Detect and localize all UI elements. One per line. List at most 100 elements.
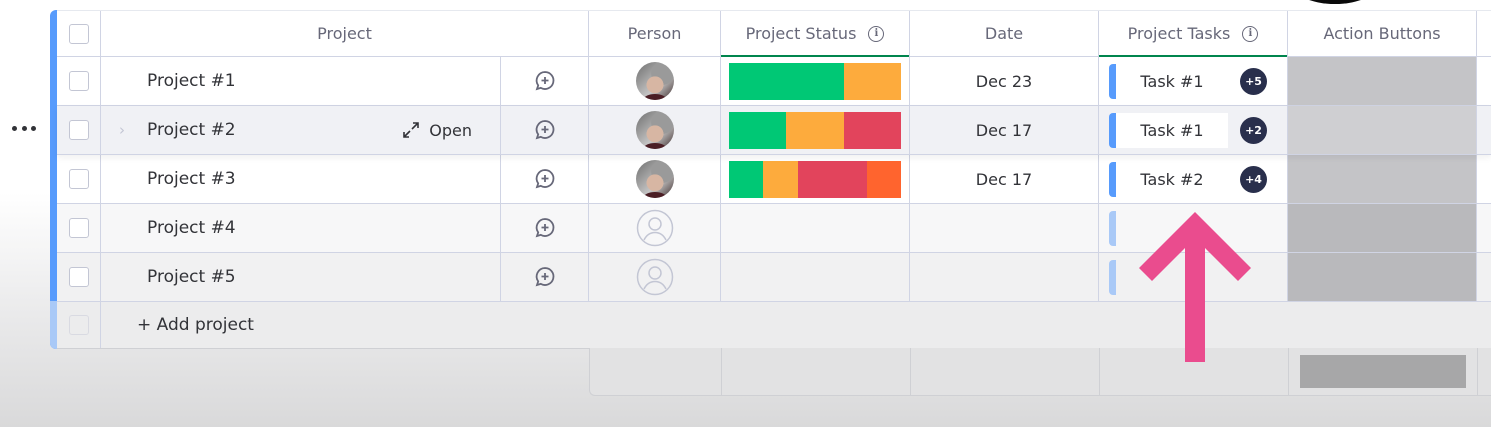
add-project-input[interactable]: + Add project <box>137 315 254 335</box>
item-name-cell[interactable]: › Project #2 Open <box>101 106 501 154</box>
group-color-bar <box>50 10 57 349</box>
action-buttons-cell[interactable] <box>1288 253 1477 301</box>
info-icon[interactable]: i <box>868 25 885 42</box>
open-item-button[interactable]: Open <box>401 120 472 140</box>
summary-person <box>590 348 722 395</box>
date-cell[interactable]: Dec 17 <box>910 106 1099 154</box>
person-cell[interactable] <box>589 204 721 252</box>
action-buttons-cell[interactable] <box>1288 155 1477 203</box>
status-cell[interactable] <box>721 253 910 301</box>
table-row[interactable]: › Project #2 Open Dec 17 Task #1 +2 <box>57 106 1491 155</box>
empty-person-icon <box>636 209 673 247</box>
column-summary-footer <box>589 348 1491 396</box>
row-checkbox[interactable] <box>68 169 89 189</box>
person-cell[interactable] <box>589 57 721 105</box>
add-update-button[interactable] <box>501 155 589 203</box>
more-tasks-badge[interactable]: +2 <box>1240 117 1267 144</box>
task-link-chip[interactable]: Task #2 <box>1116 162 1228 197</box>
status-cell[interactable] <box>721 57 910 105</box>
add-row-checkbox <box>68 315 89 335</box>
add-update-icon <box>535 71 554 91</box>
status-battery-bar <box>729 62 901 100</box>
board-group-table: Project Person Project Status i Date Pro… <box>50 10 1491 349</box>
column-header-extra <box>1477 11 1491 56</box>
status-segment <box>729 160 764 198</box>
person-avatar <box>635 160 674 198</box>
group-more-menu-icon[interactable] <box>12 118 36 138</box>
table-row[interactable]: Project #5 <box>57 253 1491 302</box>
summary-actions <box>1289 348 1478 395</box>
task-link-chip[interactable]: Task #1 <box>1116 64 1228 99</box>
status-cell[interactable] <box>721 155 910 203</box>
date-cell[interactable] <box>910 204 1099 252</box>
column-header-project[interactable]: Project <box>101 11 589 56</box>
column-header-project-status[interactable]: Project Status i <box>721 11 910 57</box>
summary-date <box>911 348 1100 395</box>
more-tasks-badge[interactable]: +4 <box>1240 166 1267 193</box>
overlay-shape <box>1290 0 1380 4</box>
person-avatar <box>635 111 674 149</box>
task-link-chip[interactable]: Task #1 <box>1116 113 1228 148</box>
row-checkbox[interactable] <box>68 71 89 91</box>
row-checkbox[interactable] <box>68 120 89 140</box>
status-segment <box>843 62 901 100</box>
status-segment <box>866 160 901 198</box>
info-icon[interactable]: i <box>1242 25 1259 42</box>
more-tasks-badge[interactable]: +5 <box>1240 68 1267 95</box>
table-row[interactable]: Project #1 Dec 23 Task #1 +5 <box>57 57 1491 106</box>
item-name-cell[interactable]: Project #5 <box>101 253 501 301</box>
column-header-date[interactable]: Date <box>910 11 1099 56</box>
expand-arrows-icon <box>403 122 420 138</box>
annotation-arrow-up-icon <box>1139 212 1251 362</box>
date-cell[interactable]: Dec 17 <box>910 155 1099 203</box>
add-update-button[interactable] <box>501 57 589 105</box>
row-checkbox[interactable] <box>68 218 89 238</box>
add-item-row[interactable]: + Add project <box>57 302 1491 349</box>
table-row[interactable]: Project #4 <box>57 204 1491 253</box>
table-header: Project Person Project Status i Date Pro… <box>57 10 1491 57</box>
summary-tasks <box>1100 348 1289 395</box>
status-segment <box>797 160 867 198</box>
expand-subitems-chevron-icon[interactable]: › <box>119 121 125 139</box>
status-segment <box>763 160 798 198</box>
select-all-checkbox[interactable] <box>68 23 89 44</box>
tasks-cell[interactable]: Task #1 +5 <box>1099 57 1288 105</box>
tasks-cell[interactable]: Task #1 +2 <box>1099 106 1288 154</box>
person-cell[interactable] <box>589 155 721 203</box>
column-header-person[interactable]: Person <box>589 11 721 56</box>
action-buttons-cell[interactable] <box>1288 204 1477 252</box>
add-update-icon <box>535 169 554 189</box>
tasks-cell[interactable] <box>1099 253 1288 301</box>
column-header-action-buttons[interactable]: Action Buttons <box>1288 11 1477 56</box>
column-header-project-tasks[interactable]: Project Tasks i <box>1099 11 1288 57</box>
add-update-button[interactable] <box>501 253 589 301</box>
add-update-icon <box>535 120 554 140</box>
status-segment <box>843 111 901 149</box>
add-update-button[interactable] <box>501 106 589 154</box>
tasks-cell[interactable]: Task #2 +4 <box>1099 155 1288 203</box>
row-checkbox[interactable] <box>68 267 89 287</box>
table-row[interactable]: Project #3 Dec 17 Task #2 +4 <box>57 155 1491 204</box>
add-update-icon <box>535 267 554 287</box>
status-cell[interactable] <box>721 106 910 154</box>
add-update-icon <box>535 218 554 238</box>
action-buttons-cell[interactable] <box>1288 57 1477 105</box>
status-segment <box>729 111 787 149</box>
header-select-all[interactable] <box>57 11 101 56</box>
date-cell[interactable]: Dec 23 <box>910 57 1099 105</box>
summary-status <box>722 348 911 395</box>
person-cell[interactable] <box>589 253 721 301</box>
item-name-cell[interactable]: Project #1 <box>101 57 501 105</box>
status-segment <box>729 62 844 100</box>
status-battery-bar <box>729 111 901 149</box>
status-battery-bar <box>729 160 901 198</box>
person-cell[interactable] <box>589 106 721 154</box>
item-name-cell[interactable]: Project #4 <box>101 204 501 252</box>
add-update-button[interactable] <box>501 204 589 252</box>
action-buttons-cell[interactable] <box>1288 106 1477 154</box>
empty-person-icon <box>636 258 673 296</box>
item-name-cell[interactable]: Project #3 <box>101 155 501 203</box>
tasks-cell[interactable] <box>1099 204 1288 252</box>
status-cell[interactable] <box>721 204 910 252</box>
date-cell[interactable] <box>910 253 1099 301</box>
